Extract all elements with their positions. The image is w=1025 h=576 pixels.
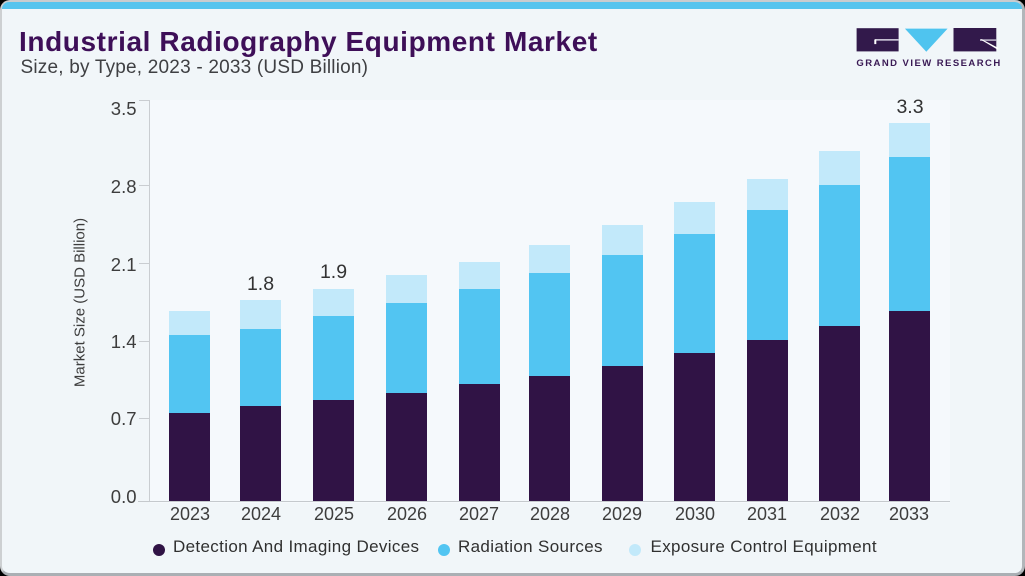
svg-text:GRAND VIEW RESEARCH: GRAND VIEW RESEARCH [856, 58, 1001, 69]
